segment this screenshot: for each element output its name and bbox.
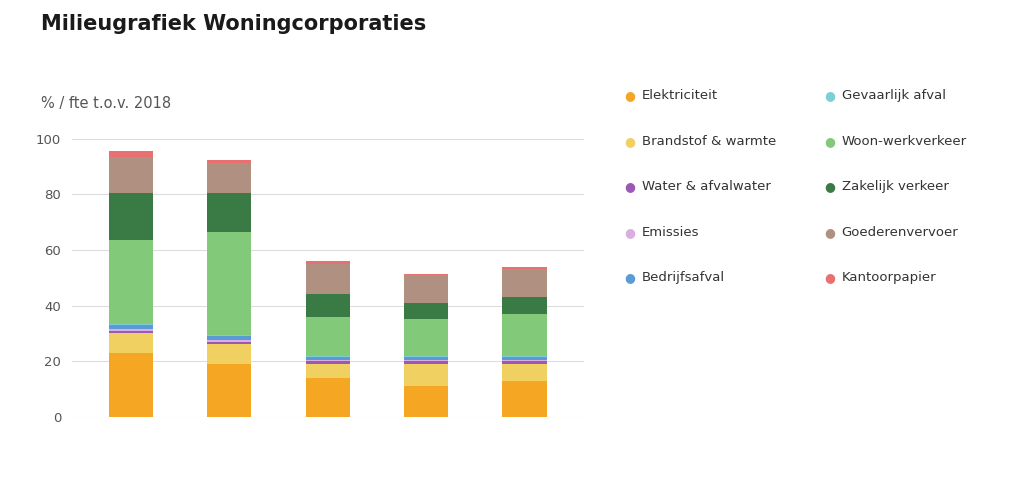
Text: Woon-werkverkeer: Woon-werkverkeer [842, 135, 967, 148]
Text: ●: ● [824, 226, 835, 239]
Bar [305, 317, 350, 355]
Bar [109, 324, 153, 325]
Text: ●: ● [824, 180, 835, 194]
Bar [503, 381, 547, 417]
Text: Bedrijfsafval: Bedrijfsafval [642, 271, 725, 285]
Bar [305, 295, 350, 317]
Bar [305, 364, 350, 378]
Text: Elektriciteit: Elektriciteit [642, 89, 718, 103]
Bar [207, 160, 251, 162]
Bar [305, 360, 350, 361]
Bar [305, 361, 350, 364]
Bar [503, 357, 547, 360]
Bar [109, 353, 153, 417]
Bar [207, 232, 251, 335]
Bar [503, 361, 547, 364]
Bar [207, 342, 251, 344]
Text: ●: ● [824, 89, 835, 103]
Bar [503, 270, 547, 297]
Bar [109, 329, 153, 331]
Bar [503, 364, 547, 381]
Bar [207, 336, 251, 340]
Bar [503, 314, 547, 355]
Bar [404, 386, 449, 417]
Text: Zakelijk verkeer: Zakelijk verkeer [842, 180, 948, 194]
Bar [404, 355, 449, 357]
Text: Water & afvalwater: Water & afvalwater [642, 180, 771, 194]
Text: ●: ● [625, 135, 635, 148]
Text: Kantoorpapier: Kantoorpapier [842, 271, 936, 285]
Bar [503, 360, 547, 361]
Bar [207, 340, 251, 342]
Bar [109, 193, 153, 240]
Text: ●: ● [625, 180, 635, 194]
Bar [207, 344, 251, 364]
Bar [503, 267, 547, 270]
Bar [404, 364, 449, 386]
Bar [207, 335, 251, 336]
Text: ●: ● [824, 135, 835, 148]
Bar [404, 319, 449, 355]
Text: Emissies: Emissies [642, 226, 699, 239]
Bar [404, 275, 449, 303]
Text: ●: ● [625, 271, 635, 285]
Bar [305, 378, 350, 417]
Bar [404, 360, 449, 361]
Bar [207, 193, 251, 232]
Bar [503, 297, 547, 314]
Text: ●: ● [625, 226, 635, 239]
Bar [109, 325, 153, 329]
Text: ●: ● [824, 271, 835, 285]
Bar [109, 333, 153, 353]
Bar [207, 162, 251, 193]
Bar [109, 151, 153, 157]
Text: ●: ● [625, 89, 635, 103]
Text: Goederenvervoer: Goederenvervoer [842, 226, 958, 239]
Bar [404, 361, 449, 364]
Bar [305, 357, 350, 360]
Text: Brandstof & warmte: Brandstof & warmte [642, 135, 776, 148]
Text: Gevaarlijk afval: Gevaarlijk afval [842, 89, 946, 103]
Bar [404, 357, 449, 360]
Text: % / fte t.o.v. 2018: % / fte t.o.v. 2018 [41, 96, 171, 111]
Text: Milieugrafiek Woningcorporaties: Milieugrafiek Woningcorporaties [41, 14, 426, 34]
Bar [109, 240, 153, 324]
Bar [404, 274, 449, 275]
Bar [305, 264, 350, 295]
Bar [207, 364, 251, 417]
Bar [305, 261, 350, 264]
Bar [305, 355, 350, 357]
Bar [109, 157, 153, 193]
Bar [404, 303, 449, 319]
Bar [503, 355, 547, 357]
Bar [109, 331, 153, 333]
